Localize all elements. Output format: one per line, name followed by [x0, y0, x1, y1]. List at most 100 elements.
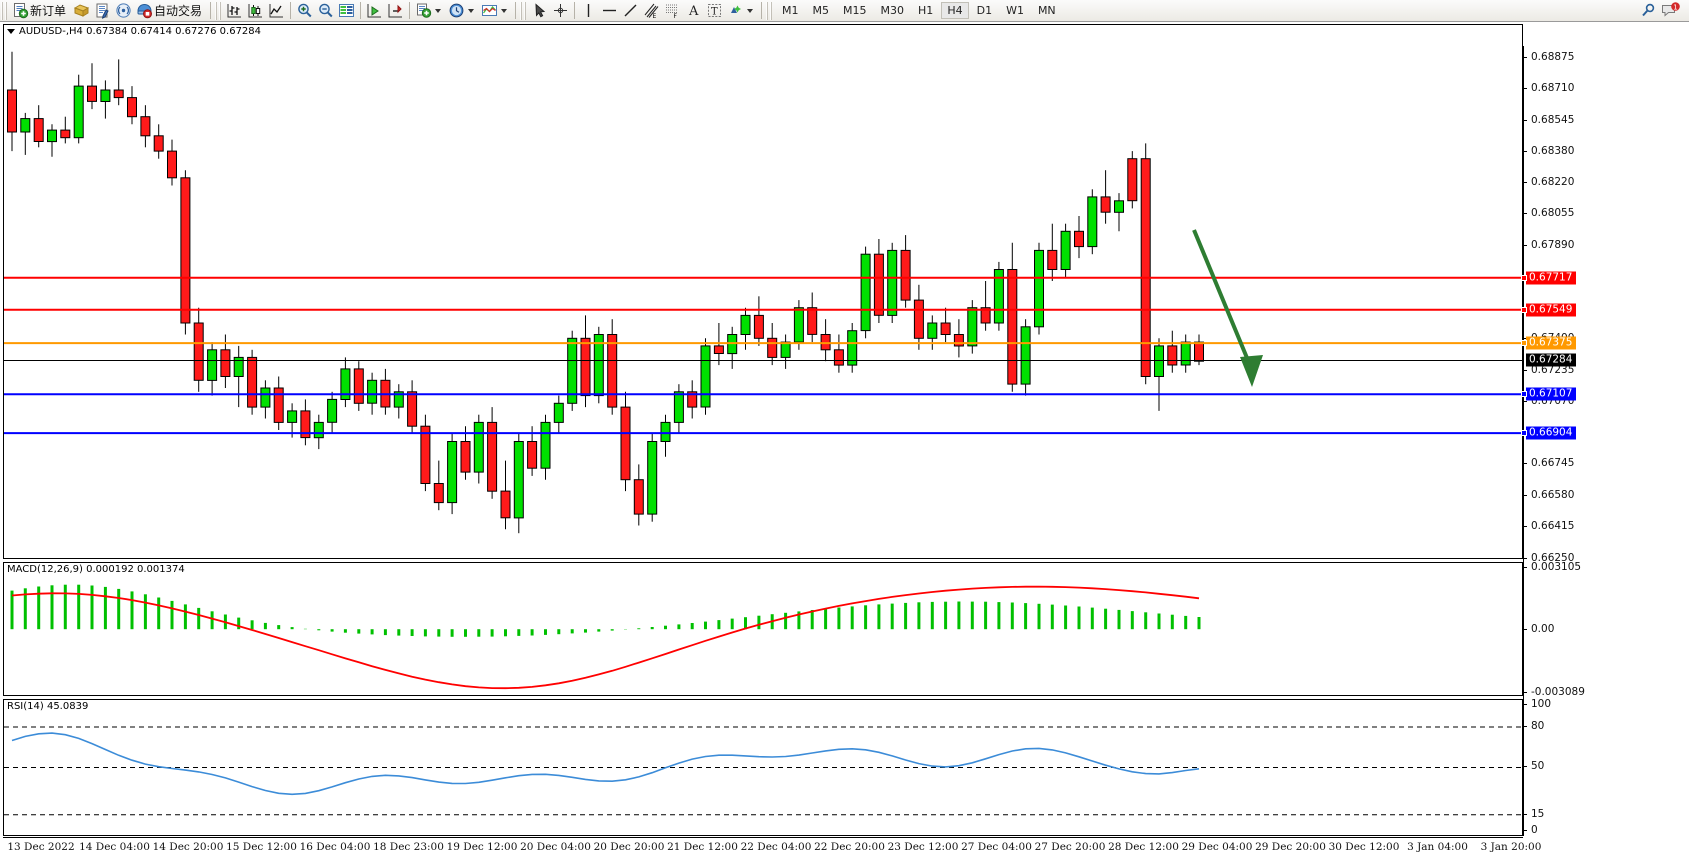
price-pane[interactable]: AUDUSD-,H4 0.67384 0.67414 0.67276 0.672…	[3, 24, 1523, 559]
symbol-ohlc-text: AUDUSD-,H4 0.67384 0.67414 0.67276 0.672…	[19, 26, 262, 37]
price-tick-label: 0.66415	[1531, 520, 1575, 533]
timeframe-h4[interactable]: H4	[941, 2, 969, 19]
new-order-button[interactable]: 新订单	[10, 1, 71, 21]
fibonacci-button[interactable]: F	[662, 1, 683, 21]
arrows-dropdown-arrow[interactable]	[747, 8, 754, 13]
toolbar-grip-draw[interactable]	[520, 1, 528, 20]
price-tick	[1523, 56, 1527, 58]
toolbar-grip[interactable]	[1, 1, 8, 20]
timeframe-m5[interactable]: M5	[812, 4, 830, 17]
price-tick	[1523, 558, 1527, 559]
time-axis-label: 28 Dec 12:00	[1108, 841, 1179, 853]
signals-button[interactable]	[113, 1, 134, 21]
notifications-button[interactable]: 1	[1659, 1, 1683, 21]
timeframe-mn[interactable]: MN	[1037, 4, 1056, 17]
templates-dropdown-arrow[interactable]	[501, 8, 508, 13]
zoom-out-icon	[319, 3, 333, 18]
timeframe-d1[interactable]: D1	[976, 4, 993, 17]
price-level-label-pivot[interactable]: 0.67375	[1526, 336, 1577, 350]
expert-advisors-button[interactable]	[71, 1, 92, 21]
chevron-down-icon[interactable]	[7, 28, 15, 34]
axis-tick	[1523, 766, 1527, 767]
channel-icon: E	[644, 3, 659, 19]
timeframe-m1[interactable]: M1	[782, 4, 799, 17]
level-handle[interactable]	[1521, 340, 1527, 347]
time-axis-label: 20 Dec 04:00	[520, 841, 591, 853]
level-handle[interactable]	[1521, 430, 1527, 437]
time-axis-label: 27 Dec 20:00	[1034, 841, 1106, 853]
time-axis-label: 29 Dec 20:00	[1255, 841, 1326, 853]
price-tick-label: 0.68875	[1531, 50, 1575, 63]
text-icon: A	[688, 4, 699, 19]
trendline-button[interactable]	[620, 1, 641, 21]
equidistant-channel-button[interactable]: E	[641, 1, 662, 21]
axis-tick	[1523, 830, 1527, 831]
indicators-button[interactable]	[413, 1, 446, 21]
zoom-in-button[interactable]	[294, 1, 315, 21]
zoom-out-button[interactable]	[315, 1, 336, 21]
timeframe-h1[interactable]: H1	[918, 4, 934, 17]
rsi-pane[interactable]: RSI(14) 45.0839	[3, 699, 1523, 836]
search-button[interactable]	[1638, 1, 1659, 21]
chart-workspace[interactable]: AUDUSD-,H4 0.67384 0.67414 0.67276 0.672…	[0, 22, 1689, 859]
price-level-label-resistance[interactable]: 0.67717	[1526, 271, 1577, 285]
autotrading-icon	[137, 3, 153, 19]
time-axis-label: 16 Dec 04:00	[299, 841, 371, 853]
level-handle[interactable]	[1521, 274, 1527, 281]
price-level-label-support[interactable]: 0.66904	[1526, 426, 1577, 440]
axis-line	[1523, 46, 1524, 836]
toolbar-grip-charts[interactable]	[215, 1, 223, 20]
timeframe-m15[interactable]: M15	[843, 4, 867, 17]
periods-dropdown-arrow[interactable]	[468, 8, 475, 13]
timeframe-w1[interactable]: W1	[1006, 4, 1024, 17]
rsi-tick-label-50: 50	[1531, 760, 1545, 772]
templates-button[interactable]	[479, 1, 512, 21]
level-handle[interactable]	[1521, 306, 1527, 313]
toolbar-separator-ind	[409, 2, 411, 19]
crosshair-icon	[554, 4, 568, 17]
price-level-label-resistance[interactable]: 0.67549	[1526, 303, 1577, 317]
candlestick-chart-button[interactable]	[245, 1, 266, 21]
trendline-icon	[624, 4, 637, 17]
metaeditor-button[interactable]	[92, 1, 113, 21]
line-chart-button[interactable]	[266, 1, 287, 21]
time-axis-label: 22 Dec 04:00	[740, 841, 812, 853]
time-axis-label: 18 Dec 23:00	[373, 841, 444, 853]
periods-button[interactable]	[446, 1, 479, 21]
time-axis[interactable]: 13 Dec 2022 14 Dec 04:00 14 Dec 20:00 15 De…	[3, 837, 1541, 859]
time-axis-label: 19 Dec 12:00	[446, 841, 518, 853]
crosshair-tool-button[interactable]	[550, 1, 571, 21]
chart-shift-button[interactable]	[385, 1, 406, 21]
symbol-label[interactable]: AUDUSD-,H4 0.67384 0.67414 0.67276 0.672…	[7, 26, 261, 37]
time-axis-label: 21 Dec 12:00	[667, 841, 738, 853]
cursor-tool-button[interactable]	[529, 1, 550, 21]
price-tick	[1523, 494, 1527, 496]
text-tool-button[interactable]: A	[683, 1, 704, 21]
macd-pane[interactable]: MACD(12,26,9) 0.000192 0.001374	[3, 562, 1523, 696]
vertical-line-button[interactable]	[578, 1, 599, 21]
price-axis[interactable]: 0.68875 0.68710 0.68545 0.68380 0.68220 0.680…	[1521, 46, 1689, 836]
rsi-tick-label-100: 100	[1531, 698, 1552, 710]
toolbar-separator-zoom	[290, 2, 292, 19]
price-level-label-support[interactable]: 0.67107	[1526, 387, 1577, 401]
bar-chart-button[interactable]	[224, 1, 245, 21]
candlestick-icon	[248, 4, 263, 18]
autoscroll-button[interactable]	[364, 1, 385, 21]
chart-shift-icon	[388, 4, 403, 18]
time-axis-label: 14 Dec 04:00	[79, 841, 150, 853]
data-window-button[interactable]	[336, 1, 357, 21]
timeframe-m30[interactable]: M30	[880, 4, 905, 17]
price-level-label-last-price[interactable]: 0.67284	[1526, 353, 1577, 367]
autotrading-button[interactable]: 自动交易	[134, 1, 207, 21]
new-order-label: 新订单	[30, 4, 67, 18]
svg-text:A: A	[688, 4, 699, 19]
arrows-button[interactable]	[725, 1, 758, 21]
toolbar-separator-tf	[761, 2, 763, 19]
macd-label: MACD(12,26,9) 0.000192 0.001374	[7, 564, 185, 575]
level-handle[interactable]	[1521, 391, 1527, 398]
horizontal-line-button[interactable]	[599, 1, 620, 21]
text-label-button[interactable]: T	[704, 1, 725, 21]
new-order-icon	[14, 3, 29, 19]
toolbar-grip-tf[interactable]	[766, 1, 774, 20]
indicators-dropdown-arrow[interactable]	[435, 8, 442, 13]
